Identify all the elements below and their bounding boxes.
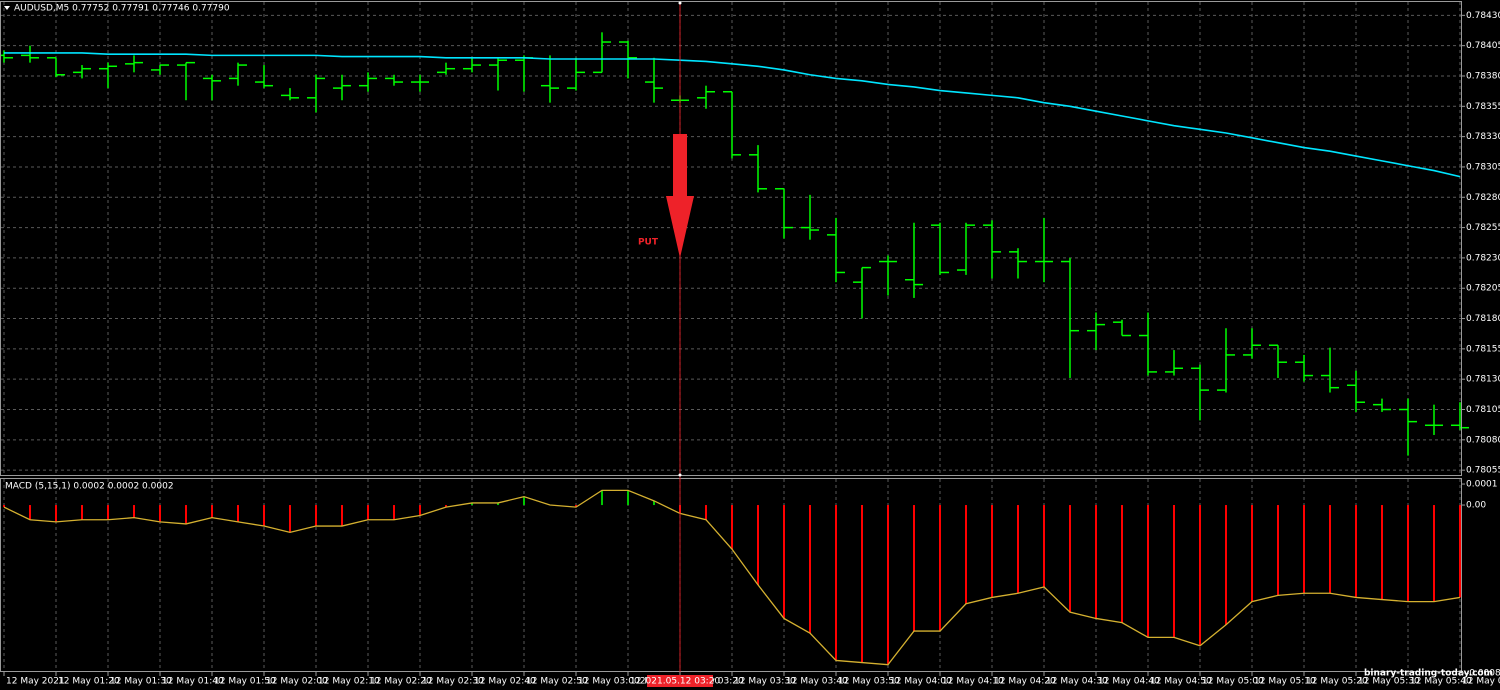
x-tick-label: 12 May 04:50: [1150, 677, 1212, 687]
x-tick-label: 12 May 03:50: [838, 677, 900, 687]
x-tick-label: 12 May 02:30: [422, 677, 484, 687]
y-tick-label: 0.78080: [1466, 435, 1500, 445]
y-tick-label: 0.78155: [1466, 344, 1500, 354]
x-tick-label: 12 May 02:50: [526, 677, 588, 687]
y-tick-label: 0.78305: [1466, 162, 1500, 172]
x-tick-label: 12 May 02:10: [318, 677, 380, 687]
y-tick-label: 0.78405: [1466, 41, 1500, 51]
x-tick-label: 12 May 05:50: [1462, 677, 1500, 687]
x-tick-label: 12 May 03:00: [578, 677, 640, 687]
x-tick-label: 12 May 01:50: [214, 677, 276, 687]
macd-panel-border: [0, 478, 1462, 672]
signal-time-label: 2021.05.12 03:20: [640, 677, 721, 687]
time-label-box: [647, 675, 713, 687]
x-tick-label: 12 May 05:00: [1202, 677, 1264, 687]
x-tick-label: 12 May 2021: [6, 677, 65, 687]
y-tick-label: 0.78430: [1466, 11, 1500, 21]
y-tick-label: 0.78330: [1466, 132, 1500, 142]
x-tick-label: 12 May 05:40: [1410, 677, 1472, 687]
y-tick-label: 0.78230: [1466, 253, 1500, 263]
x-tick-label: 12 May 04:30: [1046, 677, 1108, 687]
x-tick-label: 12 May 02:40: [474, 677, 536, 687]
moving-average: [4, 52, 1461, 178]
plot: [0, 32, 1469, 666]
y-tick-label: 0.78130: [1466, 375, 1500, 385]
y-tick-label: 0.78180: [1466, 314, 1500, 324]
signal-handle: [678, 473, 682, 477]
x-tick-label: 12 May 04:20: [994, 677, 1056, 687]
y-tick-label: 0.0001: [1466, 480, 1498, 490]
x-tick-label: 12 May 04:40: [1098, 677, 1160, 687]
watermark: binary-trading-today.com: [1364, 669, 1493, 679]
signal-handle: [678, 1, 682, 5]
x-tick-label: 12 May 04:10: [942, 677, 1004, 687]
signal-line: [3, 489, 1461, 666]
menu-triangle: [4, 6, 10, 10]
y-tick-label: -0.0008: [1466, 669, 1500, 679]
y-tick-label: 0.78380: [1466, 71, 1500, 81]
y-tick-label: 0.78255: [1466, 223, 1500, 233]
symbol-header: AUDUSD,M5 0.77752 0.77791 0.77746 0.7779…: [14, 4, 230, 14]
x-tick-label: 12 May 04:00: [890, 677, 952, 687]
y-tick-label: 0.78055: [1466, 466, 1500, 476]
x-tick-label: 12 May 05:20: [1306, 677, 1368, 687]
x-tick-label: 12 May 02:20: [370, 677, 432, 687]
put-arrow: [666, 134, 694, 258]
x-tick-label: 12 May 01:30: [110, 677, 172, 687]
x-tick-label: 12 May 02:00: [266, 677, 328, 687]
x-tick-label: 12 May 05:10: [1254, 677, 1316, 687]
y-tick-label: 0.00: [1466, 501, 1486, 511]
y-tick-label: 0.78355: [1466, 102, 1500, 112]
macd-header: MACD (5,15,1) 0.0002 0.0002 0.0002: [5, 482, 174, 492]
y-tick-label: 0.78280: [1466, 193, 1500, 203]
y-tick-label: 0.78105: [1466, 405, 1500, 415]
x-tick-label: 12 May 05:30: [1358, 677, 1420, 687]
y-tick-label: 0.78205: [1466, 284, 1500, 294]
main-panel-border: [0, 1, 1462, 476]
x-tick-label: 12 May 03:40: [786, 677, 848, 687]
signal-label: PUT: [638, 238, 659, 248]
x-tick-label: 12 May 01:40: [162, 677, 224, 687]
x-tick-label: 12 May 03:30: [734, 677, 796, 687]
x-tick-label: 12 May 01:20: [58, 677, 120, 687]
